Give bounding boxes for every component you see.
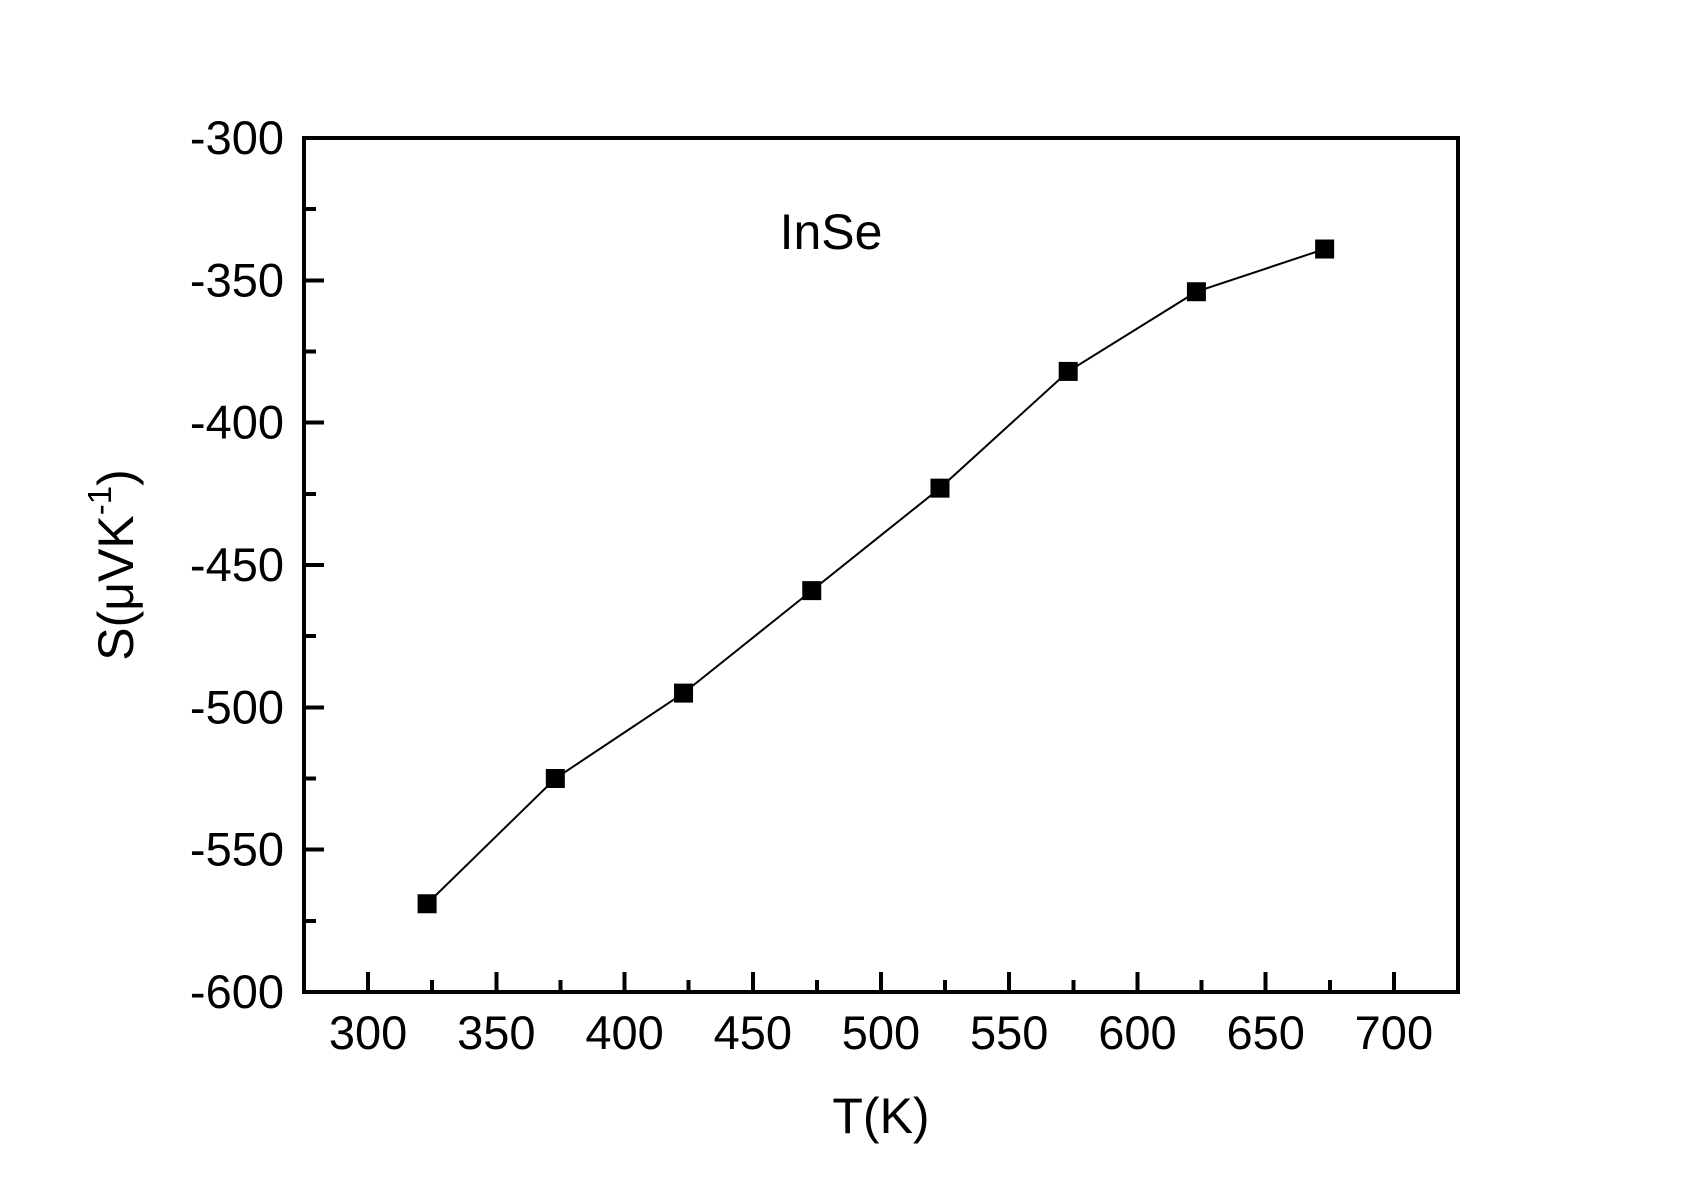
x-tick-label: 600: [1098, 1006, 1176, 1059]
x-tick-label: 650: [1226, 1006, 1304, 1059]
x-tick-label: 400: [585, 1006, 663, 1059]
x-tick-label: 500: [842, 1006, 920, 1059]
x-tick-label: 300: [329, 1006, 407, 1059]
y-axis-label: S(μVK-1): [81, 469, 144, 661]
y-tick-label: -600: [190, 965, 284, 1018]
y-tick-label: -350: [190, 253, 284, 306]
y-axis-label-base: S(μVK: [88, 515, 144, 661]
x-tick-label: 550: [970, 1006, 1048, 1059]
y-axis-label-end: ): [88, 469, 144, 486]
x-axis-label: T(K): [832, 1088, 929, 1144]
plot-border: [302, 136, 1460, 994]
chart-title: InSe: [780, 204, 883, 260]
x-tick-label: 450: [714, 1006, 792, 1059]
y-tick-label: -300: [190, 111, 284, 164]
series-line: [426, 248, 1325, 905]
y-tick-label: -550: [190, 823, 284, 876]
y-axis-label-superscript: -1: [81, 486, 118, 515]
y-tick-label: -400: [190, 396, 284, 449]
y-tick-label: -500: [190, 680, 284, 733]
x-tick-label: 350: [457, 1006, 535, 1059]
x-tick-label: 700: [1355, 1006, 1433, 1059]
y-tick-label: -450: [190, 538, 284, 591]
